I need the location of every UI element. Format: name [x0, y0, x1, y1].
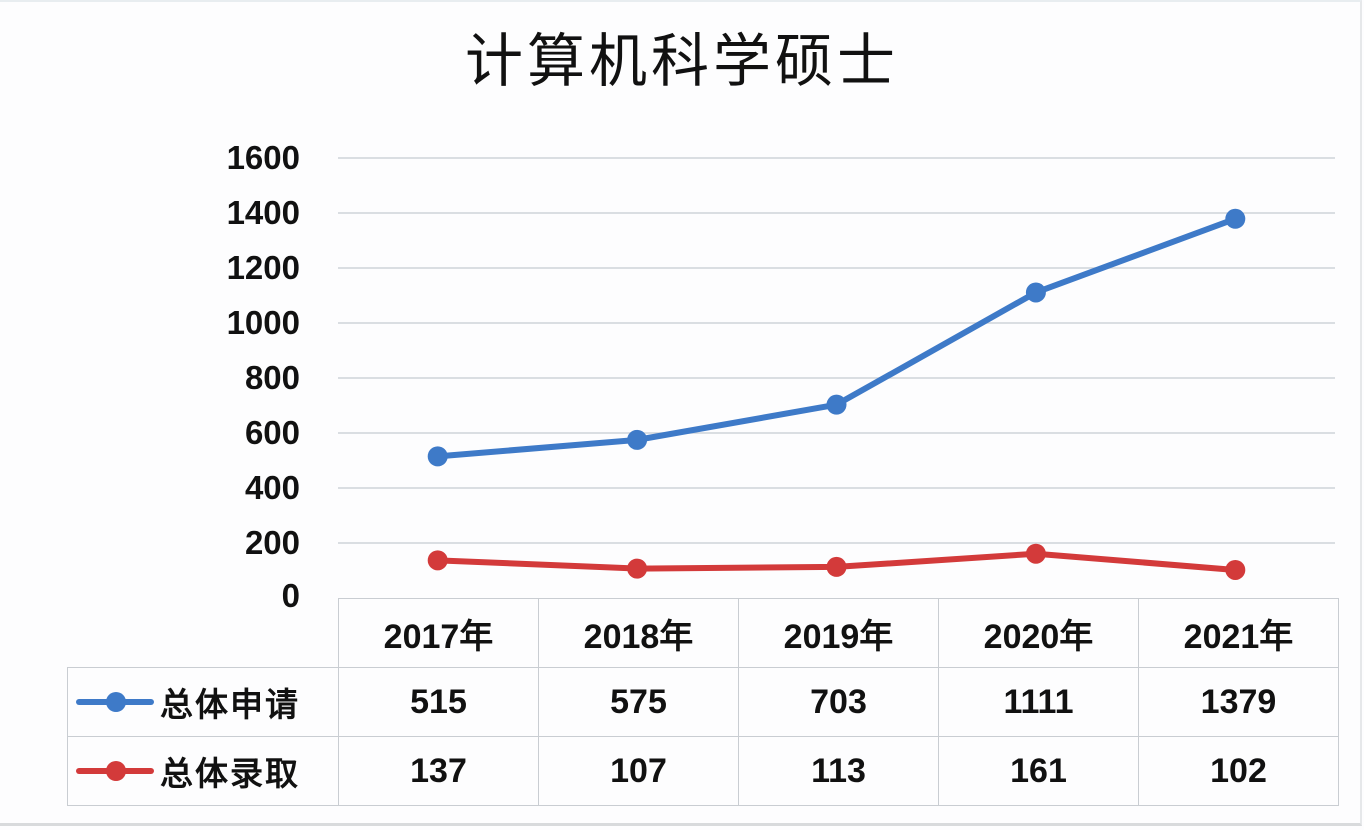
series-lines: [427, 208, 1246, 580]
gridlines: [338, 157, 1335, 544]
data-point-marker: [1225, 208, 1246, 229]
header-2020: 2020年: [938, 598, 1139, 668]
cell: 161: [938, 736, 1139, 806]
data-point-marker: [427, 446, 448, 467]
header-2017: 2017年: [338, 598, 539, 668]
data-point-marker: [627, 429, 648, 450]
cell: 703: [738, 667, 939, 737]
legend-label: 总体申请: [160, 685, 300, 724]
table-header-row: 2017年 2018年 2019年 2020年 2021年: [68, 598, 1339, 668]
legend-admissions: 总体录取: [67, 736, 339, 806]
y-tick-400: 400: [244, 469, 300, 506]
data-point-marker: [1225, 559, 1246, 580]
cell: 1379: [1138, 667, 1339, 737]
data-point-marker: [427, 550, 448, 571]
y-tick-600: 600: [244, 414, 300, 451]
y-tick-1600: 1600: [226, 139, 300, 176]
data-point-marker: [826, 556, 847, 577]
table-row-admissions: 总体录取 137 107 113 161 102: [67, 736, 1339, 806]
cell: 107: [538, 736, 739, 806]
y-tick-800: 800: [244, 359, 300, 396]
legend-applications: 总体申请: [67, 667, 339, 737]
y-tick-200: 200: [244, 524, 300, 561]
cell: 113: [738, 736, 939, 806]
data-table: 2017年 2018年 2019年 2020年 2021年 总体申请 515 5…: [67, 598, 1339, 806]
y-tick-1200: 1200: [226, 249, 300, 286]
cell: 102: [1138, 736, 1339, 806]
legend-line-marker-icon: [76, 756, 154, 786]
table-row-applications: 总体申请 515 575 703 1111 1379: [67, 667, 1339, 737]
legend-label: 总体录取: [160, 754, 300, 793]
header-2019: 2019年: [738, 598, 939, 668]
cell: 1111: [938, 667, 1139, 737]
cell: 137: [338, 736, 539, 806]
data-point-marker: [1025, 282, 1046, 303]
header-2021: 2021年: [1138, 598, 1339, 668]
legend-line-marker-icon: [76, 687, 154, 717]
header-2018: 2018年: [538, 598, 739, 668]
y-tick-1400: 1400: [226, 194, 300, 231]
data-point-marker: [627, 558, 648, 579]
cell: 515: [338, 667, 539, 737]
data-point-marker: [1025, 543, 1046, 564]
y-tick-0: 0: [281, 577, 300, 614]
data-point-marker: [826, 394, 847, 415]
cell: 575: [538, 667, 739, 737]
chart-title: 计算机科学硕士: [464, 27, 899, 95]
table-corner: [68, 599, 339, 668]
y-tick-1000: 1000: [226, 304, 300, 341]
